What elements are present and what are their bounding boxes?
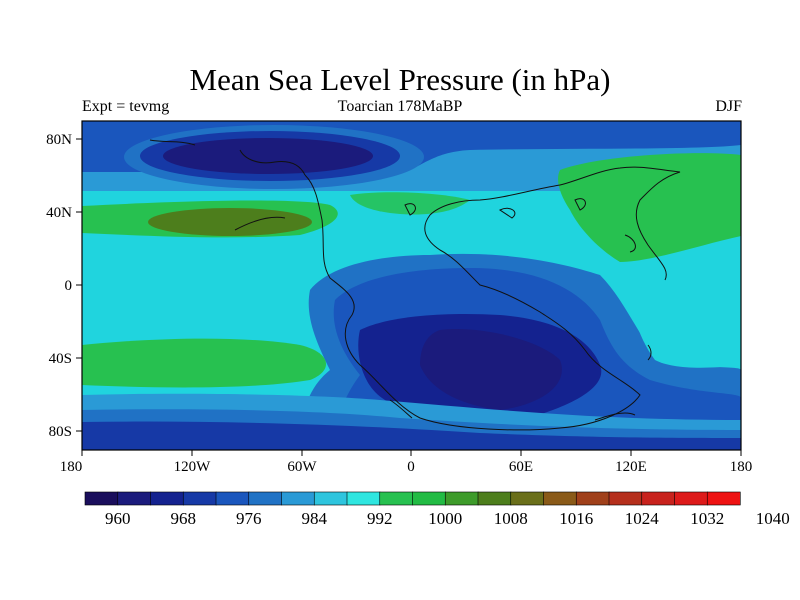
colorbar-label-1024: 1024 bbox=[625, 509, 660, 528]
colorbar-box-3 bbox=[182, 491, 217, 506]
colorbar-label-1032: 1032 bbox=[690, 509, 724, 528]
lon-tick-60e: 60E bbox=[509, 459, 533, 475]
colorbar-box-19 bbox=[706, 491, 741, 506]
colorbar-label-992: 992 bbox=[367, 509, 393, 528]
lon-tick-60w: 60W bbox=[287, 459, 317, 475]
island-c bbox=[574, 198, 586, 211]
lat-tick-40n: 40N bbox=[46, 205, 72, 221]
map-title: Mean Sea Level Pressure (in hPa) bbox=[189, 62, 611, 97]
colorbar-labels: 960 968 976 984 992 1000 1008 1016 1024 1032 1040 bbox=[105, 509, 790, 528]
island-a bbox=[404, 203, 416, 216]
colorbar-label-976: 976 bbox=[236, 509, 262, 528]
colorbar-label-1008: 1008 bbox=[494, 509, 528, 528]
axis-ticks bbox=[76, 138, 742, 456]
longitude-labels: 180 120W 60W 0 60E 120E 180 bbox=[60, 459, 753, 475]
lon-tick-180e: 180 bbox=[730, 459, 753, 475]
period-label: Toarcian 178MaBP bbox=[337, 98, 463, 115]
pangaea-coast bbox=[304, 166, 681, 431]
north-pacific-low-core bbox=[163, 138, 373, 174]
colorbar-label-1040: 1040 bbox=[756, 509, 790, 528]
south-coast-segment bbox=[594, 412, 636, 421]
coastlines bbox=[149, 139, 681, 431]
lat-tick-80n: 80N bbox=[46, 132, 72, 148]
south-deep-band bbox=[82, 421, 741, 450]
north-high-core bbox=[148, 208, 312, 236]
island-b bbox=[499, 207, 516, 219]
colorbar-box-10 bbox=[412, 491, 446, 506]
arctic-island bbox=[149, 139, 196, 146]
colorbar-box-1 bbox=[117, 491, 152, 506]
colorbar-label-968: 968 bbox=[171, 509, 197, 528]
southeast-island bbox=[647, 344, 652, 361]
lon-tick-120e: 120E bbox=[615, 459, 647, 475]
east-coast-segment bbox=[624, 234, 636, 253]
colorbar-label-984: 984 bbox=[302, 509, 328, 528]
colorbar-label-1016: 1016 bbox=[559, 509, 593, 528]
colorbar-box-0 bbox=[84, 491, 119, 506]
colorbar-box-17 bbox=[641, 491, 676, 506]
colorbar-box-6 bbox=[281, 491, 315, 506]
colorbar-box-8 bbox=[346, 491, 381, 506]
lat-tick-80s: 80S bbox=[49, 424, 72, 440]
east-ocean-patch bbox=[630, 281, 741, 368]
lon-tick-180w: 180 bbox=[60, 459, 83, 475]
colorbar-box-5 bbox=[248, 491, 283, 506]
west-coast-segment bbox=[234, 216, 286, 231]
colorbar-box-9 bbox=[379, 491, 414, 506]
colorbar-box-4 bbox=[215, 491, 250, 506]
colorbar-box-2 bbox=[150, 491, 184, 506]
colorbar-label-960: 960 bbox=[105, 509, 131, 528]
colorbar-box-18 bbox=[674, 491, 708, 506]
colorbar bbox=[84, 491, 741, 506]
east-subtropical-high bbox=[558, 153, 741, 262]
colorbar-box-13 bbox=[510, 491, 545, 506]
lat-tick-40s: 40S bbox=[49, 351, 72, 367]
colorbar-box-11 bbox=[444, 491, 479, 506]
season-label: DJF bbox=[715, 98, 742, 115]
north-coast bbox=[239, 149, 306, 176]
experiment-label: Expt = tevmg bbox=[82, 98, 170, 115]
colorbar-box-14 bbox=[543, 491, 577, 506]
colorbar-label-1000: 1000 bbox=[428, 509, 462, 528]
colorbar-box-12 bbox=[477, 491, 512, 506]
colorbar-box-15 bbox=[575, 491, 610, 506]
south-coast-segment-2 bbox=[389, 399, 413, 419]
lon-tick-0: 0 bbox=[407, 459, 415, 475]
lon-tick-120w: 120W bbox=[174, 459, 212, 475]
pressure-field bbox=[82, 121, 741, 450]
colorbar-box-7 bbox=[313, 491, 348, 506]
colorbar-box-16 bbox=[608, 491, 643, 506]
latitude-labels: 80N 40N 0 40S 80S bbox=[46, 132, 72, 440]
south-subtropical-high bbox=[82, 338, 327, 388]
lat-tick-0: 0 bbox=[65, 278, 73, 294]
pangaea-low-center bbox=[420, 329, 562, 410]
